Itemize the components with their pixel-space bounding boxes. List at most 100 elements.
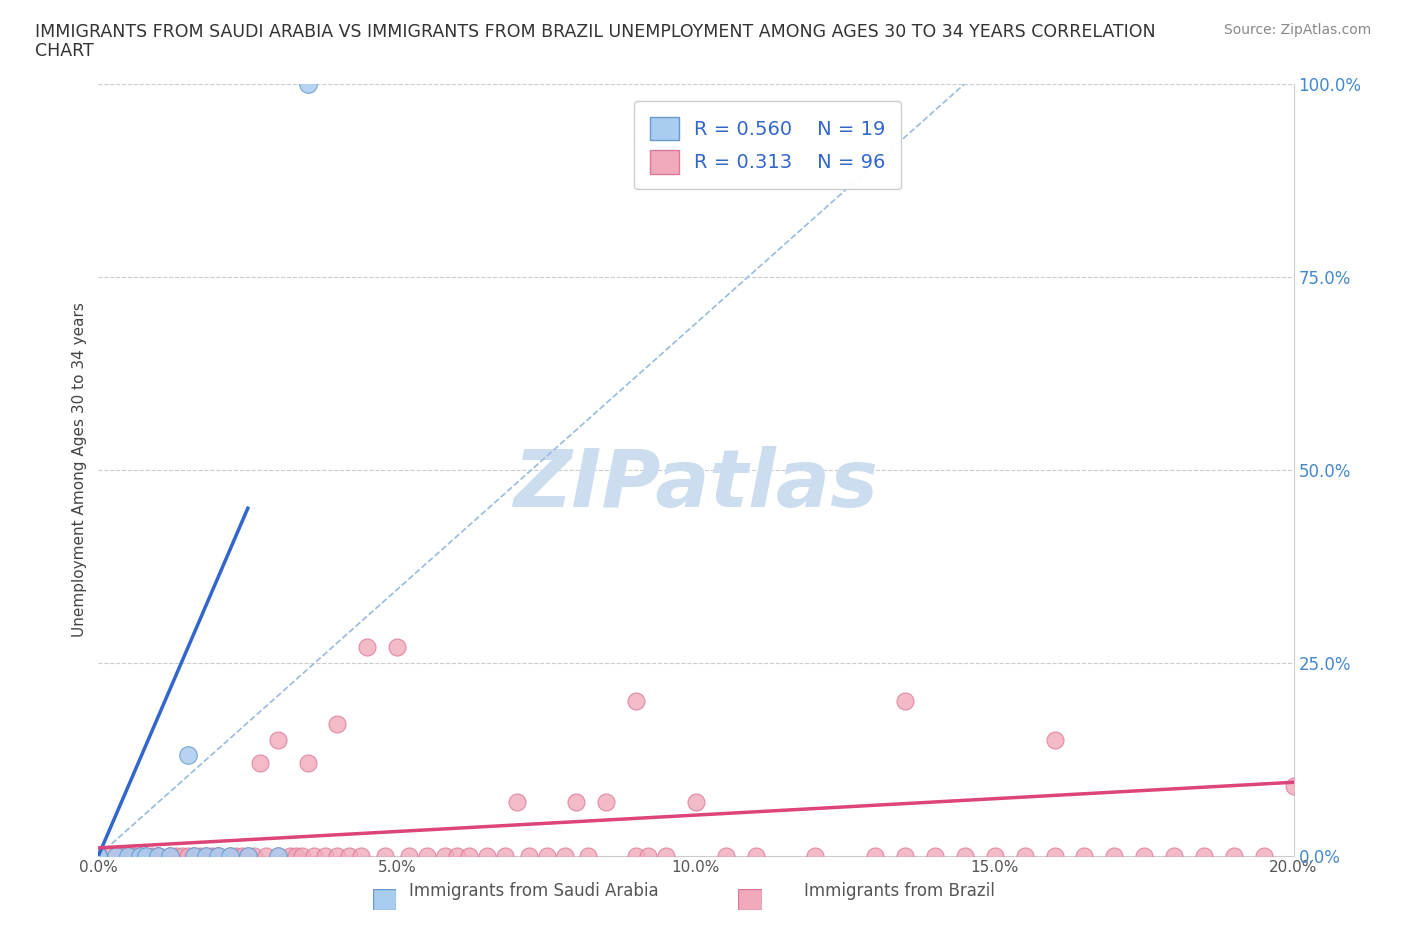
Point bbox=[183, 848, 205, 863]
Point bbox=[458, 848, 481, 863]
Point bbox=[865, 848, 887, 863]
Point bbox=[105, 848, 128, 863]
Point bbox=[135, 848, 157, 863]
Point bbox=[87, 848, 110, 863]
Point bbox=[1133, 848, 1156, 863]
Point bbox=[87, 848, 110, 863]
Point bbox=[177, 848, 200, 863]
Point bbox=[685, 794, 707, 809]
Point bbox=[517, 848, 540, 863]
Point bbox=[374, 848, 396, 863]
Text: CHART: CHART bbox=[35, 42, 94, 60]
Point bbox=[129, 848, 152, 863]
Point bbox=[207, 848, 229, 863]
Point bbox=[1014, 848, 1036, 863]
Point bbox=[626, 694, 648, 709]
Legend: R = 0.560    N = 19, R = 0.313    N = 96: R = 0.560 N = 19, R = 0.313 N = 96 bbox=[634, 101, 901, 190]
Point bbox=[284, 848, 307, 863]
Point bbox=[225, 848, 247, 863]
Point bbox=[87, 848, 110, 863]
Text: Immigrants from Brazil: Immigrants from Brazil bbox=[804, 883, 995, 900]
Point bbox=[578, 848, 600, 863]
Point bbox=[117, 848, 139, 863]
Point bbox=[87, 848, 110, 863]
Point bbox=[249, 755, 271, 770]
Point bbox=[87, 848, 110, 863]
Point bbox=[117, 848, 139, 863]
Point bbox=[87, 848, 110, 863]
Point bbox=[894, 848, 917, 863]
Point bbox=[339, 848, 361, 863]
Point bbox=[231, 848, 253, 863]
Point bbox=[87, 848, 110, 863]
Point bbox=[105, 848, 128, 863]
Point bbox=[87, 848, 110, 863]
Point bbox=[1073, 848, 1095, 863]
Point bbox=[745, 848, 768, 863]
Point bbox=[398, 848, 420, 863]
Point bbox=[894, 694, 917, 709]
Point bbox=[1253, 848, 1275, 863]
Point bbox=[1043, 848, 1066, 863]
Point bbox=[87, 848, 110, 863]
Point bbox=[129, 848, 152, 863]
Point bbox=[506, 794, 529, 809]
Point bbox=[236, 848, 259, 863]
Point bbox=[1104, 848, 1126, 863]
Point bbox=[243, 848, 266, 863]
Point bbox=[219, 848, 242, 863]
Point bbox=[87, 848, 110, 863]
Point bbox=[655, 848, 678, 863]
Point bbox=[267, 733, 290, 748]
Point bbox=[177, 748, 200, 763]
Point bbox=[1223, 848, 1246, 863]
Point bbox=[87, 848, 110, 863]
Point bbox=[1282, 778, 1305, 793]
Point bbox=[195, 848, 218, 863]
Point bbox=[278, 848, 301, 863]
Point bbox=[141, 848, 163, 863]
Point bbox=[267, 848, 290, 863]
Text: Immigrants from Saudi Arabia: Immigrants from Saudi Arabia bbox=[409, 883, 659, 900]
Point bbox=[804, 848, 827, 863]
Point bbox=[350, 848, 373, 863]
Point bbox=[1192, 848, 1215, 863]
Point bbox=[416, 848, 439, 863]
Point bbox=[124, 848, 146, 863]
Point bbox=[135, 848, 157, 863]
Point bbox=[254, 848, 277, 863]
Point bbox=[148, 848, 170, 863]
Point bbox=[87, 848, 110, 863]
Point bbox=[297, 755, 319, 770]
Point bbox=[326, 848, 349, 863]
Point bbox=[297, 76, 319, 91]
Point bbox=[385, 640, 409, 655]
Point bbox=[98, 848, 122, 863]
Y-axis label: Unemployment Among Ages 30 to 34 years: Unemployment Among Ages 30 to 34 years bbox=[72, 302, 87, 637]
Point bbox=[595, 794, 617, 809]
Text: ZIPatlas: ZIPatlas bbox=[513, 446, 879, 525]
Point bbox=[87, 848, 110, 863]
Point bbox=[111, 848, 134, 863]
Point bbox=[148, 848, 170, 863]
Point bbox=[87, 848, 110, 863]
Point bbox=[434, 848, 457, 863]
Text: IMMIGRANTS FROM SAUDI ARABIA VS IMMIGRANTS FROM BRAZIL UNEMPLOYMENT AMONG AGES 3: IMMIGRANTS FROM SAUDI ARABIA VS IMMIGRAN… bbox=[35, 23, 1156, 41]
Point bbox=[183, 848, 205, 863]
Point bbox=[148, 848, 170, 863]
Point bbox=[637, 848, 659, 863]
Point bbox=[446, 848, 468, 863]
Point bbox=[87, 848, 110, 863]
Point bbox=[714, 848, 737, 863]
Point bbox=[494, 848, 516, 863]
Point bbox=[236, 848, 259, 863]
Point bbox=[207, 848, 229, 863]
Point bbox=[356, 640, 378, 655]
Point bbox=[267, 848, 290, 863]
Point bbox=[195, 848, 218, 863]
Point bbox=[201, 848, 224, 863]
Point bbox=[87, 848, 110, 863]
Point bbox=[1043, 733, 1066, 748]
Point bbox=[984, 848, 1007, 863]
Point bbox=[1163, 848, 1185, 863]
